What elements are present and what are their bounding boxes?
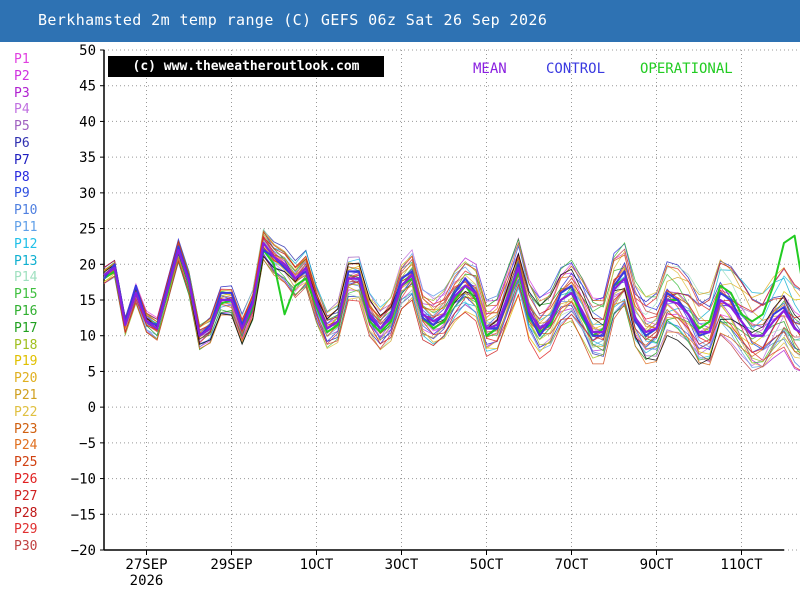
- legend-control: CONTROL: [546, 61, 606, 77]
- x-tick-sublabel: 2026: [130, 573, 164, 589]
- title-bar: Berkhamsted 2m temp range (C) GEFS 06z S…: [0, 0, 800, 42]
- y-tick-label: 30: [79, 186, 96, 202]
- member-legend-item: P24: [14, 438, 38, 454]
- x-tick-label: 11OCT: [720, 557, 763, 573]
- y-tick-label: −10: [71, 472, 96, 488]
- member-legend-item: P30: [14, 539, 38, 555]
- member-legend: P1 P2 P3 P4 P5 P6 P7 P8 P9 P10 P11 P12 P13 P14 P15 P16 P…: [14, 52, 37, 556]
- y-tick-label: −5: [79, 436, 96, 452]
- member-legend-item: P11: [14, 219, 38, 235]
- y-tick-label: 10: [79, 329, 96, 345]
- member-legend-item: P3: [14, 85, 30, 101]
- y-tick-label: 50: [79, 43, 96, 59]
- member-legend-item: P5: [14, 119, 30, 135]
- ensemble-member-line: [103, 237, 800, 352]
- mean-series-line: [103, 241, 800, 337]
- member-legend-item: P27: [14, 488, 38, 504]
- chart-title: Berkhamsted 2m temp range (C) GEFS 06z S…: [38, 11, 548, 29]
- x-tick-label: 9OCT: [640, 557, 674, 573]
- ensemble-member-line: [103, 244, 800, 350]
- member-legend-item: P7: [14, 152, 30, 168]
- x-tick-label: 7OCT: [555, 557, 589, 573]
- member-legend-item: P8: [14, 169, 30, 185]
- y-tick-label: 45: [79, 79, 96, 95]
- y-tick-label: 25: [79, 222, 96, 238]
- x-tick-label: 5OCT: [470, 557, 504, 573]
- ensemble-member-line: [103, 236, 800, 360]
- y-tick-label: −20: [71, 543, 96, 559]
- y-tick-label: 40: [79, 114, 96, 130]
- x-tick-label: 3OCT: [385, 557, 419, 573]
- member-legend-item: P20: [14, 371, 38, 387]
- axis-layer: −20 −15 −10 −5 0 5 10 15 20 25 30 35 40 45 50 27SEP 29SE…: [71, 43, 784, 589]
- member-legend-item: P23: [14, 421, 38, 437]
- member-legend-item: P15: [14, 287, 38, 303]
- ensemble-member-line: [103, 239, 800, 368]
- legend-operational: OPERATIONAL: [640, 61, 733, 77]
- member-legend-item: P25: [14, 455, 38, 471]
- member-legend-item: P21: [14, 387, 38, 403]
- member-legend-item: P22: [14, 404, 38, 420]
- y-tick-label: 5: [88, 364, 96, 380]
- y-tick-label: 20: [79, 257, 96, 273]
- x-tick-label: 1OCT: [300, 557, 334, 573]
- member-legend-item: P17: [14, 320, 38, 336]
- member-legend-item: P2: [14, 68, 30, 84]
- x-tick-label: 29SEP: [210, 557, 252, 573]
- member-legend-item: P12: [14, 236, 38, 252]
- member-legend-item: P4: [14, 102, 30, 118]
- legend-mean: MEAN: [473, 61, 507, 77]
- member-legend-item: P1: [14, 52, 30, 67]
- member-legend-item: P16: [14, 303, 38, 319]
- member-legend-item: P6: [14, 135, 30, 151]
- copyright-label: (c) www.theweatheroutlook.com: [108, 56, 384, 77]
- y-tick-label: 15: [79, 293, 96, 309]
- member-legend-item: P18: [14, 337, 38, 353]
- x-tick-label: 27SEP: [125, 557, 167, 573]
- member-legend-item: P28: [14, 505, 38, 521]
- member-legend-item: P13: [14, 253, 38, 269]
- series-layer: [103, 234, 800, 337]
- y-tick-label: 35: [79, 150, 96, 166]
- member-legend-item: P10: [14, 203, 38, 219]
- member-legend-item: P29: [14, 522, 38, 538]
- y-tick-label: −15: [71, 507, 96, 523]
- member-legend-item: P19: [14, 354, 38, 370]
- y-tick-label: 0: [88, 400, 96, 416]
- member-legend-item: P14: [14, 270, 38, 286]
- member-legend-item: P26: [14, 471, 38, 487]
- member-legend-item: P9: [14, 186, 30, 202]
